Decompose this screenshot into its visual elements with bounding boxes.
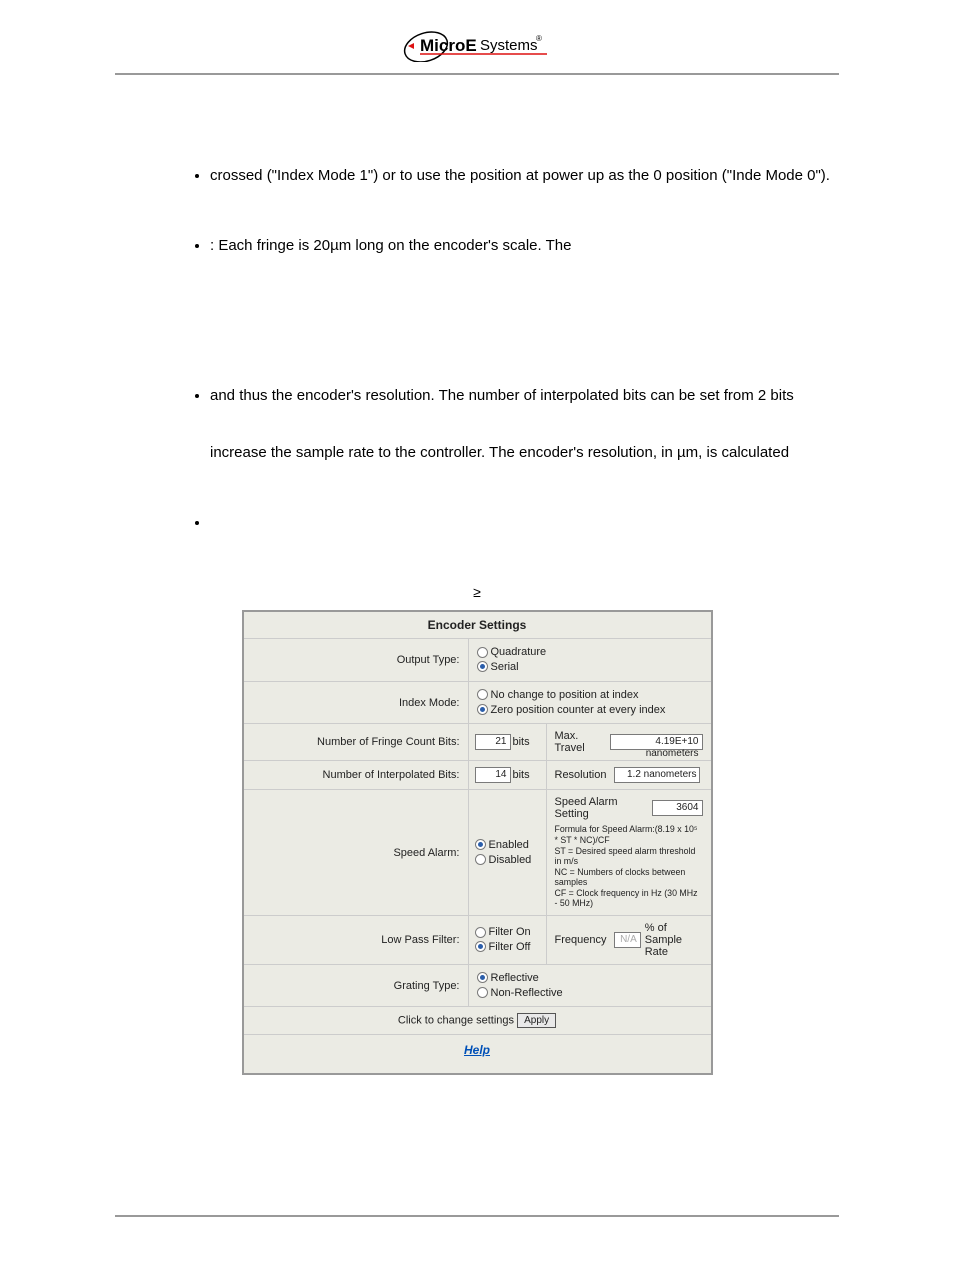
speed-formula-3: NC = Numbers of clocks between samples: [555, 867, 703, 888]
bullet-3-text-a: and thus the encoder's resolution. The n…: [210, 385, 839, 407]
lpf-off-radio[interactable]: [475, 941, 486, 952]
bullet-1-text: crossed ("Index Mode 1") or to use the p…: [210, 167, 830, 184]
lpf-freq-value: N/A: [614, 932, 640, 948]
speed-setting-value[interactable]: 3604: [652, 800, 703, 816]
maxtravel-value: 4.19E+10 nanometers: [610, 734, 702, 750]
svg-text:Systems: Systems: [480, 37, 538, 54]
body-text: crossed ("Index Mode 1") or to use the p…: [115, 165, 839, 602]
svg-text:®: ®: [536, 34, 542, 43]
grating-nonreflective-text: Non-Reflective: [491, 987, 563, 999]
interp-value-input[interactable]: 14: [475, 767, 511, 783]
index-mode-label: Index Mode:: [244, 682, 469, 724]
bullet-3-text-b: increase the sample rate to the controll…: [210, 442, 839, 464]
lpf-on-radio[interactable]: [475, 927, 486, 938]
output-serial-text: Serial: [491, 661, 519, 673]
svg-text:MicroE: MicroE: [420, 36, 477, 55]
fringe-unit: bits: [513, 736, 530, 748]
interp-unit: bits: [513, 769, 530, 781]
header-divider: [115, 73, 839, 75]
lpf-freq-label: Frequency: [555, 934, 607, 946]
speed-enabled-text: Enabled: [489, 839, 529, 851]
maxtravel-label: Max. Travel: [555, 730, 603, 754]
bullet-3: and thus the encoder's resolution. The n…: [210, 385, 839, 465]
grating-label: Grating Type:: [244, 965, 469, 1007]
output-quadrature-radio[interactable]: [477, 647, 488, 658]
index-zero-text: Zero position counter at every index: [491, 704, 666, 716]
index-nochange-text: No change to position at index: [491, 689, 639, 701]
apply-button[interactable]: Apply: [517, 1013, 556, 1028]
lpf-label: Low Pass Filter:: [244, 916, 469, 964]
grating-reflective-radio[interactable]: [477, 972, 488, 983]
speed-formula-1: Formula for Speed Alarm:(8.19 x 10⁵ * ST…: [555, 824, 703, 845]
lpf-off-text: Filter Off: [489, 941, 531, 953]
footer-text: Click to change settings: [398, 1015, 514, 1027]
lpf-on-text: Filter On: [489, 926, 531, 938]
bullet-2: : Each fringe is 20µm long on the encode…: [210, 235, 839, 337]
speed-disabled-text: Disabled: [489, 854, 532, 866]
bullet-1: crossed ("Index Mode 1") or to use the p…: [210, 165, 839, 187]
fringe-value-input[interactable]: 21: [475, 734, 511, 750]
speed-setting-label: Speed Alarm Setting: [555, 796, 644, 820]
grating-reflective-text: Reflective: [491, 972, 539, 984]
encoder-settings-panel: Encoder Settings Output Type: Quadrature…: [242, 610, 713, 1075]
resolution-label: Resolution: [555, 769, 607, 781]
bullet-2-text: : Each fringe is 20µm long on the encode…: [210, 237, 571, 254]
panel-title: Encoder Settings: [244, 612, 711, 639]
index-nochange-radio[interactable]: [477, 689, 488, 700]
speed-formula-4: CF = Clock frequency in Hz (30 MHz - 50 …: [555, 888, 703, 909]
resolution-value: 1.2 nanometers: [614, 767, 700, 783]
speed-alarm-label: Speed Alarm:: [244, 790, 469, 914]
speed-formula-2: ST = Desired speed alarm threshold in m/…: [555, 846, 703, 867]
interp-label: Number of Interpolated Bits:: [244, 761, 469, 789]
bullet-4: [210, 512, 839, 534]
help-link[interactable]: Help: [464, 1043, 490, 1057]
lpf-freq-suffix: % of Sample Rate: [645, 922, 703, 958]
header-logo: MicroE Systems ®: [0, 0, 954, 67]
speed-enabled-radio[interactable]: [475, 839, 486, 850]
index-zero-radio[interactable]: [477, 704, 488, 715]
grating-nonreflective-radio[interactable]: [477, 987, 488, 998]
output-quadrature-text: Quadrature: [491, 646, 547, 658]
fringe-label: Number of Fringe Count Bits:: [244, 724, 469, 760]
speed-disabled-radio[interactable]: [475, 854, 486, 865]
output-type-label: Output Type:: [244, 639, 469, 681]
output-serial-radio[interactable]: [477, 661, 488, 672]
ge-symbol: ≥: [115, 582, 839, 602]
footer-divider: [115, 1215, 839, 1217]
